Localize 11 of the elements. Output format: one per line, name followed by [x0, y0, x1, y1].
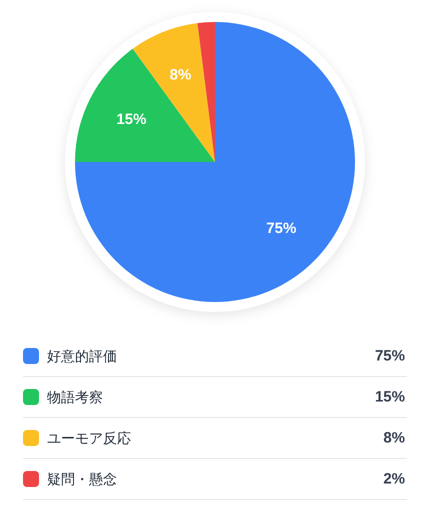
legend-label: 好意的評価 — [47, 348, 117, 364]
legend-label: ユーモア反応 — [47, 430, 131, 446]
data-label: 2% — [383, 470, 405, 488]
text: 75% — [374, 348, 405, 364]
text: 8% — [383, 430, 405, 446]
data-label: 75% — [266, 220, 296, 237]
data-label: 8% — [170, 66, 192, 84]
data-label: 15% — [116, 110, 146, 128]
text: 15% — [374, 388, 405, 406]
legend-label: 疑問・懸念 — [47, 471, 117, 487]
legend-label: 物語考察 — [47, 389, 103, 405]
